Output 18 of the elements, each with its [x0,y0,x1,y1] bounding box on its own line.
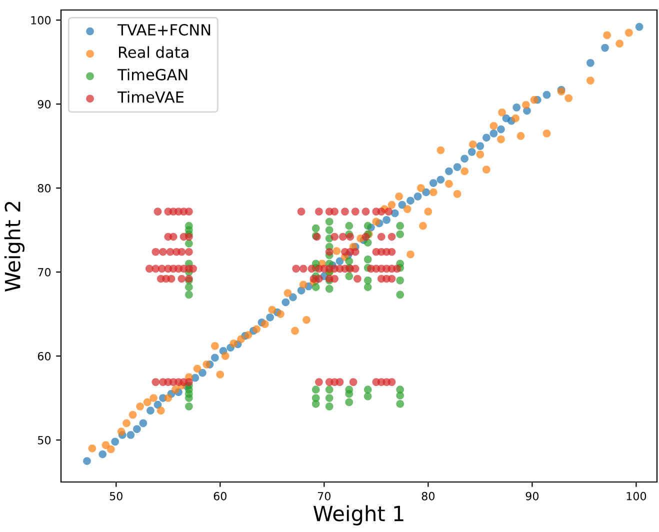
legend-label: TVAE+FCNN [117,24,210,36]
x-tick-label: 50 [110,492,122,500]
y-tick-label: 80 [38,184,51,192]
x-tick-label: 60 [214,492,226,500]
y-tick-label: 90 [38,100,51,108]
legend-label: Real data [119,46,188,58]
x-tick-label: 80 [422,492,434,500]
y-tick-label: 60 [38,352,51,360]
x-tick-label: 70 [318,492,330,500]
x-tick-label: 90 [526,492,539,500]
y-tick-label: 70 [38,268,51,276]
x-tick-label: 100 [626,492,646,500]
legend-label: TimeGAN [117,68,188,80]
legend-label: TimeVAE [117,91,184,103]
y-tick-label: 50 [38,436,51,444]
y-axis-title: Weight 2 [4,202,25,292]
x-axis-title: Weight 1 [313,505,404,526]
y-tick-label: 100 [31,16,51,24]
